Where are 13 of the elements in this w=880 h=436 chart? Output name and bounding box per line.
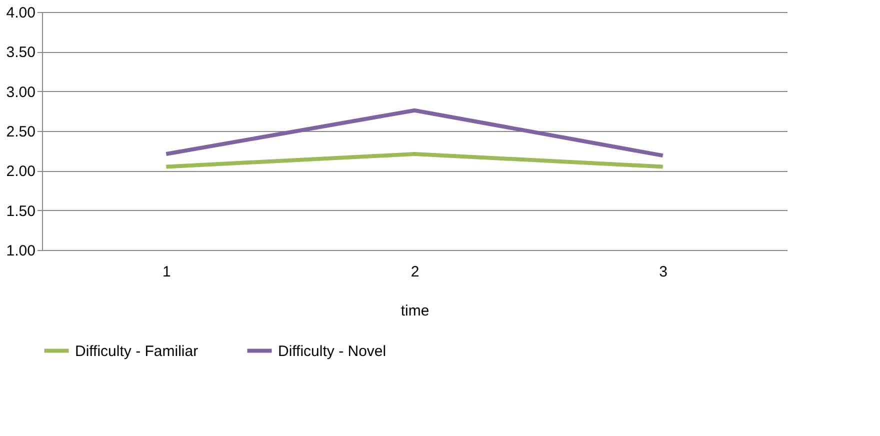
x-axis-title: time — [400, 302, 430, 320]
y-tick-label: 2.50 — [6, 124, 36, 140]
legend-label: Difficulty - Novel — [278, 342, 386, 360]
y-tick-label: 4.00 — [6, 4, 36, 22]
y-tick-label: 1.50 — [6, 202, 36, 220]
legend-label: Difficulty - Familiar — [75, 342, 198, 360]
x-tick-label: 2 — [410, 264, 420, 280]
y-tick-label: 3.00 — [6, 84, 36, 101]
y-tick-label: 3.50 — [6, 44, 36, 62]
x-tick-label: 3 — [659, 264, 668, 280]
x-tick-label: 1 — [162, 264, 171, 280]
y-tick-label: 2.00 — [6, 163, 36, 180]
y-tick-label: 1.00 — [6, 242, 36, 260]
